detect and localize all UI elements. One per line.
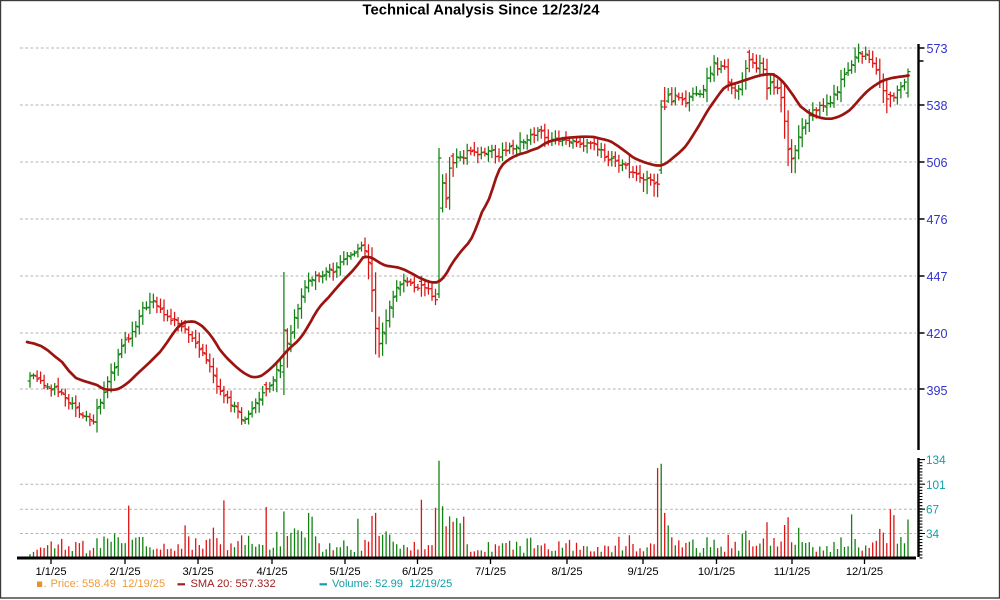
- svg-text:506: 506: [927, 156, 948, 170]
- svg-text:11/1/25: 11/1/25: [774, 566, 811, 578]
- svg-text:447: 447: [927, 270, 948, 284]
- svg-text:573: 573: [927, 42, 948, 56]
- svg-text:134: 134: [926, 453, 946, 467]
- svg-text:3/1/25: 3/1/25: [182, 566, 213, 578]
- svg-text:476: 476: [927, 213, 948, 227]
- svg-text:6/1/25: 6/1/25: [402, 566, 433, 578]
- svg-text:420: 420: [927, 327, 948, 341]
- svg-text:2/1/25: 2/1/25: [109, 566, 140, 578]
- svg-text:8/1/25: 8/1/25: [551, 566, 582, 578]
- svg-text:12/1/25: 12/1/25: [846, 566, 883, 578]
- svg-text:101: 101: [926, 478, 946, 492]
- svg-text:7/1/25: 7/1/25: [475, 566, 506, 578]
- svg-text:34: 34: [926, 527, 940, 541]
- svg-text:538: 538: [927, 99, 948, 113]
- svg-text:SMA 20: 557.332: SMA 20: 557.332: [191, 578, 276, 590]
- svg-text:Volume: 52.99 12/19/25: Volume: 52.99 12/19/25: [332, 578, 452, 590]
- svg-text:9/1/25: 9/1/25: [627, 566, 658, 578]
- svg-text:1/1/25: 1/1/25: [35, 566, 66, 578]
- svg-text:Price: 558.49 12/19/25: Price: 558.49 12/19/25: [51, 578, 166, 590]
- svg-text:10/1/25: 10/1/25: [698, 566, 735, 578]
- svg-text:67: 67: [926, 503, 939, 517]
- svg-text:4/1/25: 4/1/25: [256, 566, 287, 578]
- svg-text:395: 395: [927, 384, 948, 398]
- svg-text:Technical Analysis Since 12/23: Technical Analysis Since 12/23/24: [363, 3, 601, 19]
- svg-text:5/1/25: 5/1/25: [329, 566, 360, 578]
